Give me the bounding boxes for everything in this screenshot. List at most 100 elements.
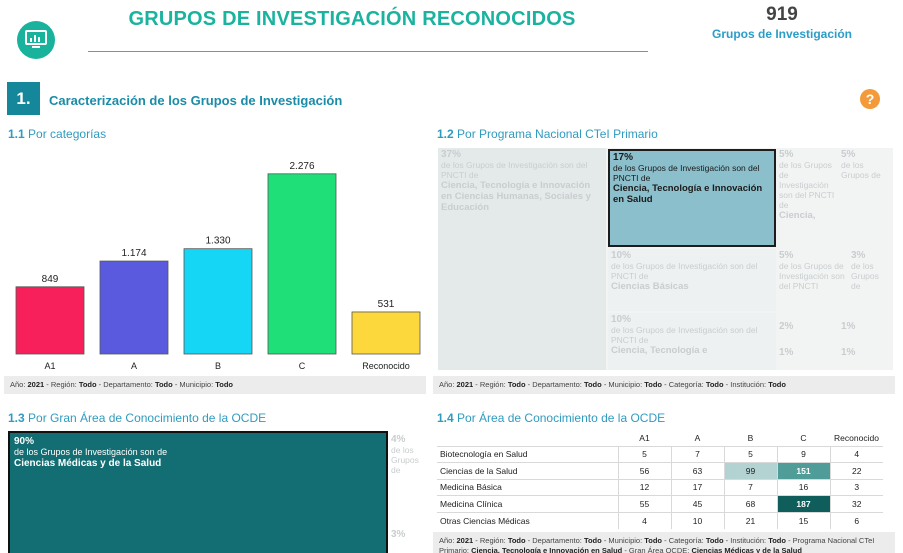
treemap-cell[interactable]: 5% de los Grupos de Investigación son de… bbox=[776, 249, 848, 315]
filter-label: - Región: bbox=[473, 380, 508, 389]
ocde-main-area-cell[interactable]: 90% de los Grupos de Investigación son d… bbox=[8, 431, 388, 553]
table-cell[interactable]: 7 bbox=[670, 445, 724, 463]
cell-percent: 10% bbox=[611, 314, 632, 325]
table-cell[interactable]: 6 bbox=[829, 511, 883, 529]
filter-value: Todo bbox=[705, 380, 724, 389]
treemap-cell[interactable]: 5% de los Grupos de bbox=[838, 148, 893, 247]
filter-label: - Institución: bbox=[723, 536, 769, 545]
treemap-cell[interactable]: 5% de los Grupos de Investigación son de… bbox=[776, 148, 838, 247]
table-cell[interactable]: 5 bbox=[617, 445, 671, 463]
panel-1-4-heading: 1.4 Por Área de Conocimiento de la OCDE bbox=[437, 411, 665, 425]
table-cell[interactable]: 7 bbox=[723, 478, 777, 496]
cell-description: de los Grupos de Investigación son del P… bbox=[613, 163, 760, 183]
x-tick-label: A1 bbox=[44, 361, 55, 371]
table-cell[interactable]: 68 bbox=[723, 495, 777, 513]
row-label: Medicina Básica bbox=[437, 478, 618, 496]
bar-a[interactable] bbox=[99, 260, 169, 355]
table-cell[interactable]: 99 bbox=[723, 462, 777, 480]
cell-percent: 5% bbox=[779, 250, 794, 261]
table-cell[interactable]: 55 bbox=[617, 495, 671, 513]
table-cell[interactable]: 32 bbox=[829, 495, 883, 513]
column-header: B bbox=[747, 432, 754, 443]
bar-value-label: 2.276 bbox=[289, 161, 314, 172]
bar-value-label: 1.330 bbox=[205, 236, 230, 247]
filter-value: Todo bbox=[78, 380, 97, 389]
table-cell[interactable]: 12 bbox=[617, 478, 671, 496]
cell-description: de los Grupos de bbox=[851, 261, 879, 291]
table-cell[interactable]: 17 bbox=[670, 478, 724, 496]
treemap-cell[interactable]: 4% de los Grupos de bbox=[388, 433, 426, 528]
row-label: Otras Ciencias Médicas bbox=[437, 511, 618, 529]
table-cell[interactable]: 10 bbox=[670, 511, 724, 529]
table-row[interactable]: Otras Ciencias Médicas 4 10 21 15 6 bbox=[437, 511, 883, 529]
column-header: A1 bbox=[639, 432, 650, 443]
bar-b[interactable] bbox=[183, 248, 253, 355]
treemap-cell[interactable]: 1% bbox=[776, 346, 838, 370]
groups-count-label: Grupos de Investigación bbox=[711, 27, 853, 41]
filter-label: - Municipio: bbox=[172, 380, 216, 389]
section-title: Caracterización de los Grupos de Investi… bbox=[49, 93, 343, 108]
bar-reconocido[interactable] bbox=[351, 311, 421, 355]
filter-value: Todo bbox=[644, 536, 663, 545]
bar-c[interactable] bbox=[267, 173, 337, 355]
table-cell[interactable]: 22 bbox=[829, 462, 883, 480]
row-label: Medicina Clínica bbox=[437, 495, 618, 513]
treemap-cell[interactable]: 10% de los Grupos de Investigación son d… bbox=[608, 249, 776, 311]
filter-label: - Departamento: bbox=[96, 380, 155, 389]
cell-percent: 17% bbox=[613, 152, 634, 163]
table-cell[interactable]: 9 bbox=[776, 445, 830, 463]
filter-label: - Región: bbox=[44, 380, 79, 389]
table-cell[interactable]: 5 bbox=[723, 445, 777, 463]
table-cell[interactable]: 63 bbox=[670, 462, 724, 480]
table-cell[interactable]: 3 bbox=[829, 478, 883, 496]
treemap-cell[interactable]: 1% bbox=[838, 320, 893, 346]
help-button[interactable]: ? bbox=[860, 89, 880, 109]
table-cell[interactable]: 21 bbox=[723, 511, 777, 529]
cell-name: Ciencia, Tecnología e Innovación en Cien… bbox=[441, 180, 591, 213]
title-divider bbox=[88, 51, 648, 52]
cell-description: de los Grupos de bbox=[391, 445, 419, 475]
x-tick-label: B bbox=[215, 361, 221, 371]
table-row[interactable]: Medicina Básica 12 17 7 16 3 bbox=[437, 478, 883, 496]
column-header: A bbox=[694, 432, 701, 443]
table-row[interactable]: Biotecnología en Salud 5 7 5 9 4 bbox=[437, 445, 883, 463]
table-cell[interactable]: 151 bbox=[776, 462, 830, 480]
cell-percent: 1% bbox=[841, 347, 856, 358]
cell-name: Ciencias Médicas y de la Salud bbox=[14, 458, 162, 469]
groups-count: 919 bbox=[766, 4, 798, 25]
bar-value-label: 531 bbox=[378, 299, 395, 310]
cell-description: de los Grupos de Investigación son del P… bbox=[779, 160, 835, 210]
filter-value: 2021 bbox=[27, 380, 45, 389]
table-row[interactable]: Ciencias de la Salud 56 63 99 151 22 bbox=[437, 462, 883, 480]
filter-value: Ciencias Médicas y de la Salud bbox=[691, 545, 802, 553]
cell-description: de los Grupos de Investigación son del P… bbox=[441, 160, 588, 180]
table-cell[interactable]: 4 bbox=[829, 445, 883, 463]
cell-percent: 5% bbox=[779, 149, 794, 160]
table-cell[interactable]: 15 bbox=[776, 511, 830, 529]
pncti-treemap: 37% de los Grupos de Investigación son d… bbox=[438, 148, 893, 370]
filter-label: - Región: bbox=[473, 536, 508, 545]
cell-percent: 1% bbox=[779, 347, 794, 358]
row-label: Biotecnología en Salud bbox=[437, 445, 618, 463]
table-cell[interactable]: 45 bbox=[670, 495, 724, 513]
table-cell[interactable]: 56 bbox=[617, 462, 671, 480]
bar-a1[interactable] bbox=[15, 286, 85, 355]
table-cell[interactable]: 4 bbox=[617, 511, 671, 529]
treemap-cell[interactable]: 10% de los Grupos de Investigación son d… bbox=[608, 313, 776, 370]
treemap-cell[interactable]: 3% bbox=[388, 528, 426, 553]
cell-percent: 1% bbox=[841, 321, 856, 332]
filter-summary-1-4: Año: 2021 - Región: Todo - Departamento:… bbox=[433, 532, 895, 553]
panel-number: 1.2 bbox=[437, 127, 454, 141]
column-header: C bbox=[800, 432, 807, 443]
table-cell[interactable]: 187 bbox=[776, 495, 830, 513]
panel-title: Por Gran Área de Conocimiento de la OCDE bbox=[28, 411, 267, 425]
treemap-cell[interactable]: 2% bbox=[776, 320, 838, 346]
cell-percent: 5% bbox=[841, 149, 856, 160]
table-cell[interactable]: 16 bbox=[776, 478, 830, 496]
treemap-cell[interactable]: 3% de los Grupos de bbox=[848, 249, 893, 315]
panel-number: 1.1 bbox=[8, 127, 25, 141]
table-row[interactable]: Medicina Clínica 55 45 68 187 32 bbox=[437, 495, 883, 513]
treemap-cell[interactable]: 1% bbox=[838, 346, 893, 370]
treemap-cell-selected[interactable]: 17% de los Grupos de Investigación son d… bbox=[608, 149, 776, 247]
treemap-cell[interactable]: 37% de los Grupos de Investigación son d… bbox=[438, 148, 606, 370]
